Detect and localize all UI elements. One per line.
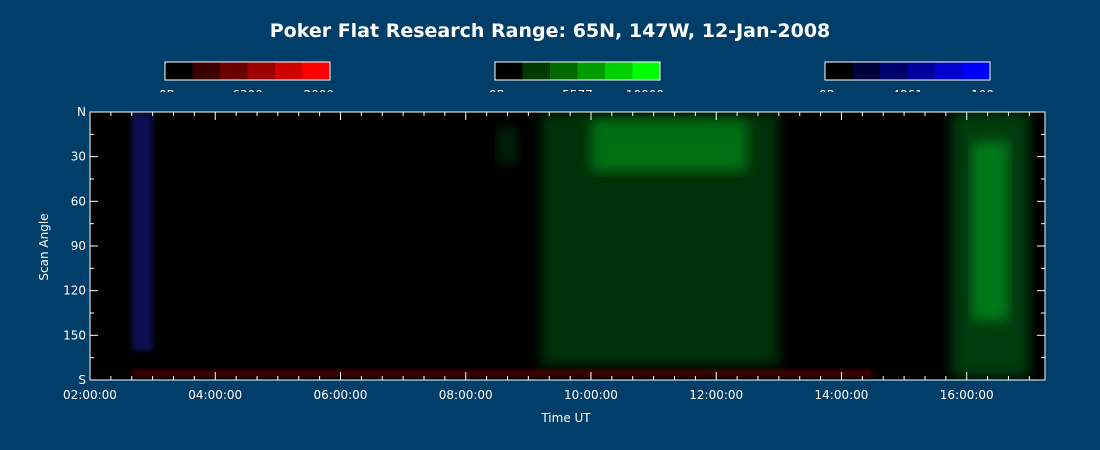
colorbar-swatch [577, 62, 606, 80]
x-tick-label: 10:00:00 [564, 388, 618, 402]
plot-area: N 30 60 90 120 150 S02:00:00 04:00:00 06:00:00 08… [0, 92, 1100, 402]
y-tick-label: 90 [71, 239, 86, 253]
colorbar-swatch [165, 62, 193, 80]
colorbar-swatch [852, 62, 881, 80]
y-tick-label: 60 [71, 194, 86, 208]
colorbar-swatch [880, 62, 908, 80]
x-tick-label: 14:00:00 [815, 388, 869, 402]
emission-region-4861 [131, 112, 153, 351]
chart-title: Poker Flat Research Range: 65N, 147W, 12… [270, 20, 831, 42]
margin-mask [0, 92, 90, 400]
colorbar-frame [494, 61, 661, 81]
colorbar-swatch [605, 62, 633, 80]
colorbar-swatch [220, 62, 248, 80]
colorbar-swatch [247, 62, 276, 80]
x-tick-label: 04:00:00 [188, 388, 242, 402]
emission-region-5577 [971, 141, 1009, 321]
x-tick-label: 12:00:00 [689, 388, 743, 402]
y-tick-label: 30 [71, 150, 86, 164]
colorbar-swatch [935, 62, 963, 80]
x-tick-label: 08:00:00 [439, 388, 493, 402]
emission-region-5577 [590, 119, 748, 172]
x-tick-label: 16:00:00 [940, 388, 994, 402]
colorbar-swatch [632, 62, 661, 80]
colorbar-frame [824, 61, 991, 81]
colorbar-swatch [522, 62, 551, 80]
colorbar-swatch [962, 62, 991, 80]
colorbar-frame [164, 61, 331, 81]
colorbar-swatch [302, 62, 331, 80]
y-tick-label: 120 [63, 284, 86, 298]
y-tick-label: N [77, 105, 86, 119]
margin-mask [90, 380, 1045, 400]
colorbar-swatch [825, 62, 853, 80]
margin-mask [90, 92, 1045, 112]
colorbar-swatch [550, 62, 578, 80]
colorbar-swatch [275, 62, 303, 80]
colorbar-swatch [495, 62, 523, 80]
margin-mask [1045, 92, 1100, 400]
emission-region-5577 [497, 126, 518, 165]
colorbar-swatch [907, 62, 936, 80]
emission-region-6300 [131, 369, 873, 378]
x-tick-label: 06:00:00 [314, 388, 368, 402]
y-tick-label: S [78, 373, 86, 387]
y-axis-label: Scan Angle [37, 213, 51, 280]
colorbar-swatch [192, 62, 221, 80]
x-tick-label: 02:00:00 [63, 388, 117, 402]
y-tick-label: 150 [63, 328, 86, 342]
x-axis-label: Time UT [540, 411, 591, 425]
